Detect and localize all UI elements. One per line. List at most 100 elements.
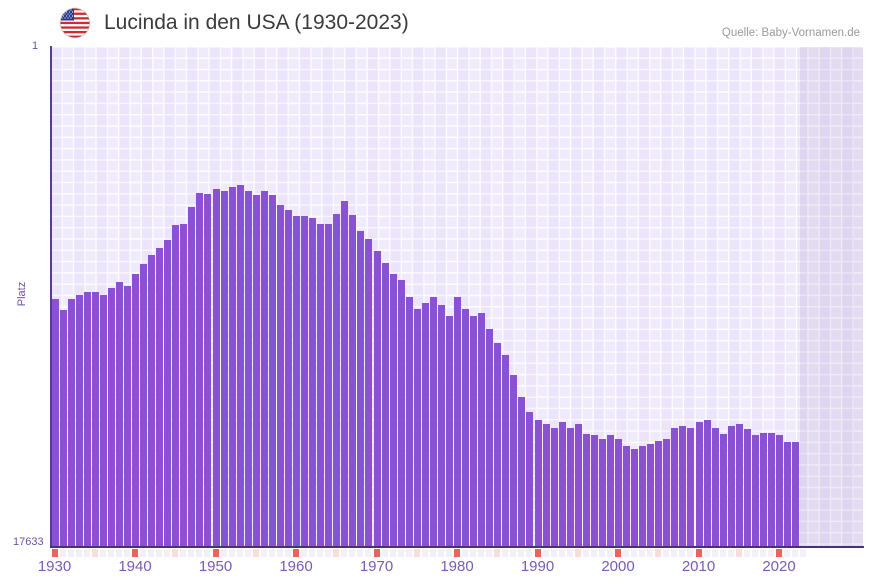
bar-2010[interactable] xyxy=(695,422,703,547)
bar-1959[interactable] xyxy=(284,210,292,547)
bar-1991[interactable] xyxy=(542,424,550,547)
bar-1954[interactable] xyxy=(244,191,252,547)
bar-1979[interactable] xyxy=(445,316,453,547)
bar-1986[interactable] xyxy=(502,355,510,547)
bar-1975[interactable] xyxy=(413,309,421,547)
bar-2004[interactable] xyxy=(647,444,655,547)
bar-1953[interactable] xyxy=(236,185,244,547)
bar-1977[interactable] xyxy=(429,297,437,547)
bar-2015[interactable] xyxy=(735,424,743,547)
x-axis-tick-2016 xyxy=(743,549,750,557)
bar-2005[interactable] xyxy=(655,441,663,547)
bar-1969[interactable] xyxy=(365,239,373,547)
bar-1964[interactable] xyxy=(325,224,333,547)
x-axis-tick-2020 xyxy=(776,549,782,557)
bar-1942[interactable] xyxy=(148,255,156,547)
bar-1967[interactable] xyxy=(349,215,357,547)
bar-2014[interactable] xyxy=(727,426,735,547)
bar-2021[interactable] xyxy=(784,442,792,547)
bar-1943[interactable] xyxy=(156,248,164,547)
bar-1935[interactable] xyxy=(91,292,99,547)
bar-1944[interactable] xyxy=(164,240,172,547)
bar-1970[interactable] xyxy=(373,251,381,547)
bar-1971[interactable] xyxy=(381,263,389,547)
bar-1940[interactable] xyxy=(132,274,139,547)
bar-1961[interactable] xyxy=(301,216,309,547)
bar-2001[interactable] xyxy=(623,446,631,547)
bar-1993[interactable] xyxy=(558,422,566,547)
bar-1984[interactable] xyxy=(486,329,494,547)
bar-1980[interactable] xyxy=(454,297,461,547)
bar-2017[interactable] xyxy=(751,435,759,547)
bar-1939[interactable] xyxy=(123,286,131,547)
bar-1934[interactable] xyxy=(83,292,91,547)
bar-2002[interactable] xyxy=(631,449,639,547)
bar-1983[interactable] xyxy=(478,313,486,547)
bar-2008[interactable] xyxy=(679,426,687,547)
bar-1945[interactable] xyxy=(172,225,180,547)
bar-1936[interactable] xyxy=(99,295,107,547)
bar-1997[interactable] xyxy=(590,435,598,547)
bar-1968[interactable] xyxy=(357,231,365,547)
bar-2006[interactable] xyxy=(663,439,671,547)
bar-1992[interactable] xyxy=(550,428,558,547)
bar-1955[interactable] xyxy=(252,195,260,547)
bar-2007[interactable] xyxy=(671,428,679,547)
bar-1972[interactable] xyxy=(389,274,397,547)
bar-2003[interactable] xyxy=(639,446,647,547)
x-axis-tick-1997 xyxy=(590,549,597,557)
bar-1950[interactable] xyxy=(212,189,220,547)
bar-1948[interactable] xyxy=(196,193,204,547)
bar-1981[interactable] xyxy=(462,309,470,547)
bar-1966[interactable] xyxy=(341,201,349,547)
bar-1958[interactable] xyxy=(276,205,284,547)
bar-1974[interactable] xyxy=(405,297,413,547)
bar-1998[interactable] xyxy=(598,439,606,547)
bar-2022[interactable] xyxy=(792,442,800,547)
bar-2016[interactable] xyxy=(743,429,751,547)
x-axis-tick-1985 xyxy=(494,549,501,557)
bar-1978[interactable] xyxy=(437,305,445,547)
bar-1931[interactable] xyxy=(59,310,67,547)
bar-1949[interactable] xyxy=(204,194,212,547)
bar-1990[interactable] xyxy=(534,420,542,547)
bar-1941[interactable] xyxy=(140,264,148,547)
bar-1996[interactable] xyxy=(582,434,590,547)
bar-1962[interactable] xyxy=(309,218,317,547)
bar-1965[interactable] xyxy=(333,214,341,547)
bar-1988[interactable] xyxy=(518,397,526,547)
bar-1973[interactable] xyxy=(397,280,405,547)
bar-1930[interactable] xyxy=(51,299,59,547)
bar-1951[interactable] xyxy=(220,191,228,547)
bar-1987[interactable] xyxy=(510,375,518,547)
bar-2019[interactable] xyxy=(767,433,775,547)
bar-1956[interactable] xyxy=(260,191,268,547)
x-axis-tick-1981 xyxy=(462,549,469,557)
bar-1994[interactable] xyxy=(566,428,574,547)
bar-1982[interactable] xyxy=(470,316,478,547)
bar-1946[interactable] xyxy=(180,224,188,547)
bar-1999[interactable] xyxy=(606,435,614,547)
bar-1995[interactable] xyxy=(574,424,582,547)
bar-2018[interactable] xyxy=(759,433,767,547)
bar-2012[interactable] xyxy=(711,428,719,547)
bar-1947[interactable] xyxy=(188,207,196,547)
bar-1957[interactable] xyxy=(268,195,276,547)
bar-1960[interactable] xyxy=(293,216,300,547)
bar-2000[interactable] xyxy=(615,439,622,547)
x-axis-tick-1964 xyxy=(325,549,332,557)
bar-1989[interactable] xyxy=(526,412,534,547)
bar-2009[interactable] xyxy=(687,428,695,547)
bar-1937[interactable] xyxy=(107,288,115,547)
bar-1933[interactable] xyxy=(75,295,83,547)
bar-1952[interactable] xyxy=(228,187,236,547)
bar-1976[interactable] xyxy=(421,303,429,547)
x-axis-tick-1937 xyxy=(107,549,114,557)
bar-1985[interactable] xyxy=(494,343,502,547)
bar-2020[interactable] xyxy=(776,435,783,547)
bar-1963[interactable] xyxy=(317,224,325,547)
bar-1932[interactable] xyxy=(67,299,75,547)
bar-1938[interactable] xyxy=(115,282,123,547)
bar-2013[interactable] xyxy=(719,434,727,547)
bar-2011[interactable] xyxy=(703,420,711,547)
